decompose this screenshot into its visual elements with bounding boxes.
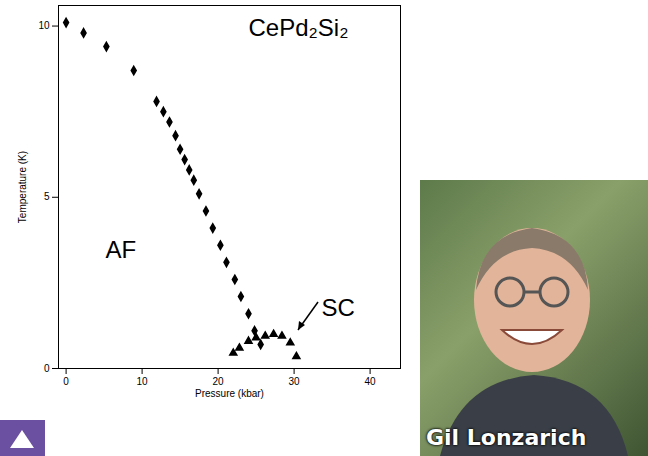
svg-text:10: 10 <box>38 20 50 31</box>
svg-text:0: 0 <box>63 376 69 387</box>
svg-text:Temperature (K): Temperature (K) <box>17 151 28 223</box>
svg-text:30: 30 <box>289 376 301 387</box>
svg-text:10: 10 <box>137 376 149 387</box>
html-text:Gil Lonzarich: Gil Lonzarich <box>426 425 587 450</box>
svg-text:AF: AF <box>106 236 137 263</box>
svg-text:SC: SC <box>322 294 355 321</box>
svg-text:20: 20 <box>213 376 225 387</box>
svg-text:Pressure (kbar): Pressure (kbar) <box>195 388 264 399</box>
svg-text:CePd₂Si₂: CePd₂Si₂ <box>249 14 349 41</box>
svg-text:0: 0 <box>44 363 50 374</box>
svg-text:5: 5 <box>44 191 50 202</box>
svg-text:40: 40 <box>365 376 377 387</box>
